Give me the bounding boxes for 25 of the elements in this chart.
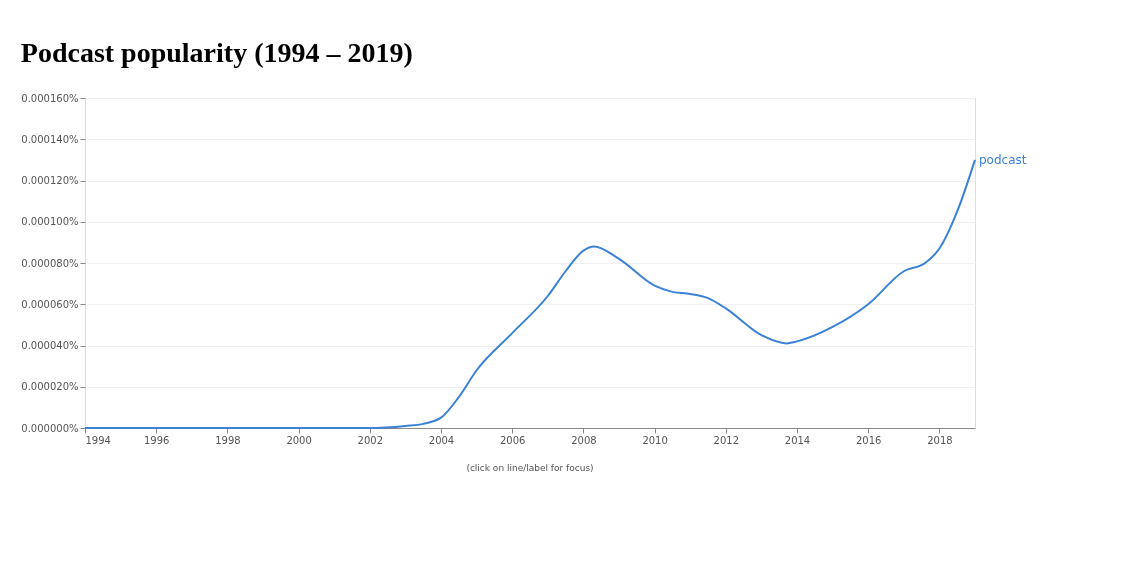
y-tick-label: 0.000140% — [21, 133, 79, 145]
y-tick-label: 0.000080% — [21, 257, 79, 269]
chart-title: Podcast popularity (1994 – 2019) — [20, 37, 413, 68]
x-tick-label: 2002 — [357, 434, 384, 446]
x-tick-label: 2016 — [855, 434, 882, 446]
y-tick-label: 0.000040% — [21, 340, 79, 351]
y-tick-label: 0.000060% — [21, 298, 79, 310]
y-tick-label: 0.000100% — [21, 216, 79, 228]
text: (click on line/label for focus) — [466, 463, 594, 473]
series-label: podcast — [979, 152, 1027, 167]
x-tick-label: 2004 — [428, 434, 455, 446]
y-tick-label: 0.000020% — [21, 381, 79, 393]
x-tick-label: 2012 — [713, 434, 740, 446]
x-tick-label: 2018 — [927, 434, 953, 446]
x-tick-label: 2000 — [286, 434, 312, 446]
x-tick-label: 2010 — [642, 434, 668, 446]
y-tick-label: 0.000120% — [21, 175, 79, 186]
x-tick-label: 2006 — [499, 434, 526, 446]
x-tick-label: 1998 — [215, 434, 241, 446]
x-tick-label: 1994 — [85, 434, 111, 446]
y-tick-label: 0.000160% — [21, 92, 79, 104]
x-tick-label: 2014 — [784, 434, 811, 446]
x-tick-label: 2008 — [571, 434, 597, 446]
x-tick-label: 1996 — [143, 434, 170, 446]
y-tick-label: 0.000000% — [21, 422, 79, 434]
